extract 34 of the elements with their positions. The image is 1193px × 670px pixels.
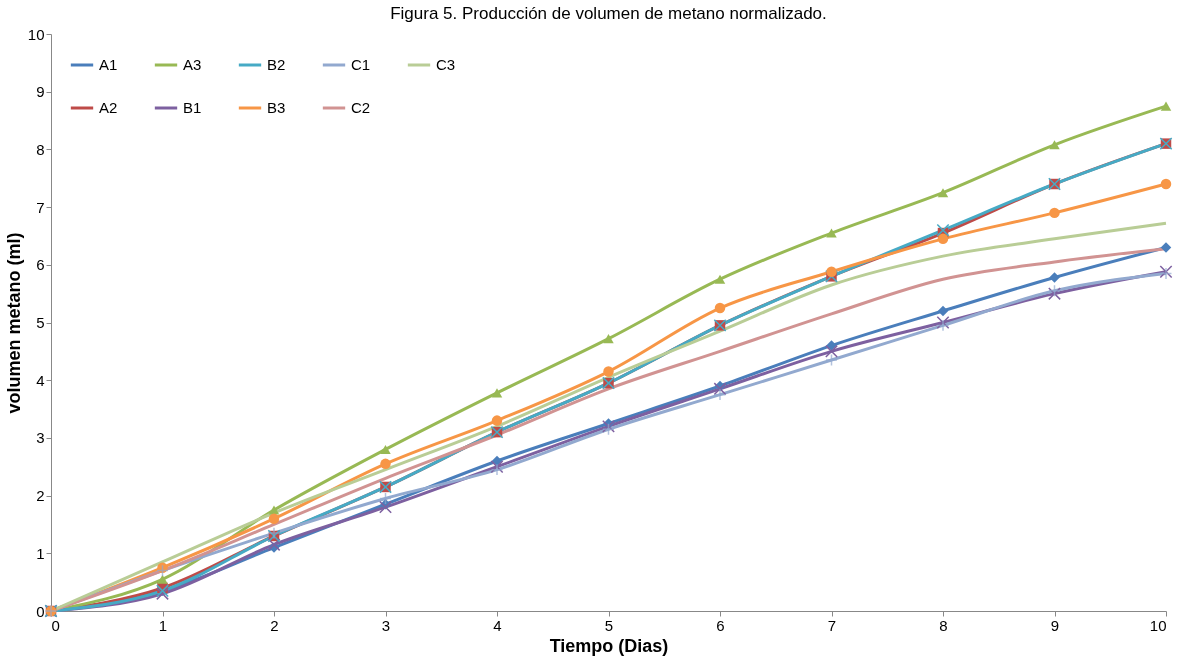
legend-label: A3: [183, 56, 202, 73]
y-tick-label: 6: [36, 256, 45, 274]
x-tick-label: 1: [158, 616, 168, 634]
y-tick-label: 1: [36, 544, 45, 562]
x-tick-label: 4: [493, 616, 502, 634]
legend-label: C2: [351, 99, 371, 116]
x-tick-label: 7: [827, 616, 837, 634]
y-tick-label: 9: [36, 83, 45, 101]
x-axis-title: Tiempo (Dias): [549, 635, 669, 656]
y-axis-title: volumen metano (ml): [3, 232, 24, 414]
x-tick-label: 0: [51, 616, 60, 634]
x-tick-label: 6: [716, 616, 725, 634]
y-tick-label: 3: [36, 429, 45, 447]
legend-label: A2: [99, 99, 118, 116]
y-tick-label: 4: [36, 371, 45, 389]
y-tick-label: 5: [36, 314, 45, 331]
legend-label: B2: [267, 56, 286, 73]
legend-label: C3: [436, 56, 456, 73]
legend-label: B3: [267, 99, 286, 116]
y-tick-label: 7: [36, 198, 45, 216]
legend-label: A1: [99, 56, 118, 73]
y-tick-label: 8: [36, 140, 45, 158]
legend-label: B1: [183, 99, 202, 116]
y-tick-label: 10: [27, 25, 45, 43]
x-tick-label: 8: [939, 616, 948, 634]
y-tick-label: 0: [36, 602, 45, 620]
chart-title: Figura 5. Producción de volumen de metano normalizado.: [390, 4, 827, 23]
x-tick-label: 10: [1149, 616, 1167, 634]
x-tick-label: 5: [604, 616, 614, 634]
legend-label: C1: [351, 56, 371, 73]
x-tick-label: 3: [381, 616, 391, 634]
x-tick-label: 9: [1050, 616, 1060, 634]
x-tick-label: 2: [270, 616, 279, 634]
y-tick-label: 2: [36, 487, 45, 505]
